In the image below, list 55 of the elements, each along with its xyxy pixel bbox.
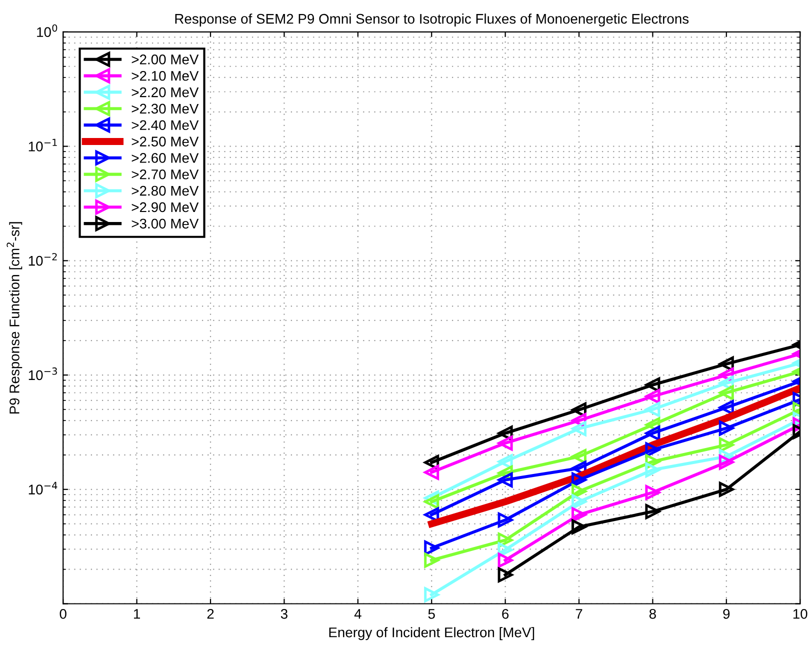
point xyxy=(424,464,440,480)
point xyxy=(572,494,586,510)
point xyxy=(645,426,660,441)
x-tick-label: 7 xyxy=(576,609,582,619)
x-axis-title: Energy of Incident Electron [MeV] xyxy=(329,627,534,640)
point xyxy=(424,587,440,602)
y-tick-label: 10$^{−1}$ xyxy=(28,138,57,152)
legend-label: >2.80 MeV xyxy=(132,186,199,196)
x-tick-label: 2 xyxy=(207,608,214,619)
point xyxy=(645,462,660,478)
y-tick-label: 10$^{0}$ xyxy=(37,24,58,38)
y-tick-label: 10$^{−4}$ xyxy=(28,482,58,494)
x-tick-label: 6 xyxy=(502,608,509,619)
x-tick-label: 1 xyxy=(134,609,140,619)
point xyxy=(645,504,660,520)
legend-label: >2.10 MeV xyxy=(132,70,199,81)
point xyxy=(498,512,513,528)
legend-label: >2.60 MeV xyxy=(132,153,199,163)
point xyxy=(718,385,734,400)
point xyxy=(645,442,660,458)
point xyxy=(424,494,440,510)
legend-label: >2.90 MeV xyxy=(132,202,199,212)
point xyxy=(718,454,734,470)
point xyxy=(645,484,660,500)
point xyxy=(498,552,513,568)
legend-label: >2.00 MeV xyxy=(132,54,199,64)
x-tick-label: 0 xyxy=(60,608,66,619)
x-tick-label: 8 xyxy=(649,608,656,619)
point xyxy=(572,519,586,534)
point xyxy=(572,421,586,436)
legend-label: >2.70 MeV xyxy=(132,169,199,180)
point xyxy=(645,388,660,404)
x-tick-label: 4 xyxy=(354,609,362,619)
x-tick-label: 3 xyxy=(280,608,288,619)
point xyxy=(718,482,734,497)
point xyxy=(498,567,513,582)
legend-label: >2.20 MeV xyxy=(132,87,199,98)
y-tick-label: 10$^{−3}$ xyxy=(28,367,57,380)
legend-label: >3.00 MeV xyxy=(132,218,199,229)
legend-label: >2.40 MeV xyxy=(132,120,199,130)
x-tick-label: 5 xyxy=(428,609,435,619)
legend-label: >2.50 MeV xyxy=(132,136,199,146)
y-tick-label: 10$^{−2}$ xyxy=(28,253,57,266)
legend-label: >2.30 MeV xyxy=(132,104,199,114)
point xyxy=(572,507,586,522)
chart-title: Response of SEM2 P9 Omni Sensor to Isotropic Fluxes of Monoenergetic Electrons xyxy=(175,14,689,26)
point xyxy=(424,540,440,556)
point xyxy=(718,420,734,436)
point xyxy=(498,436,513,451)
y-axis-title: P9 Response Function [cm$^{2}$-sr] xyxy=(6,222,22,414)
point xyxy=(645,402,660,417)
point xyxy=(424,552,440,568)
x-tick-label: 9 xyxy=(723,608,730,619)
point xyxy=(498,472,513,488)
x-tick-label: 10 xyxy=(793,608,808,619)
